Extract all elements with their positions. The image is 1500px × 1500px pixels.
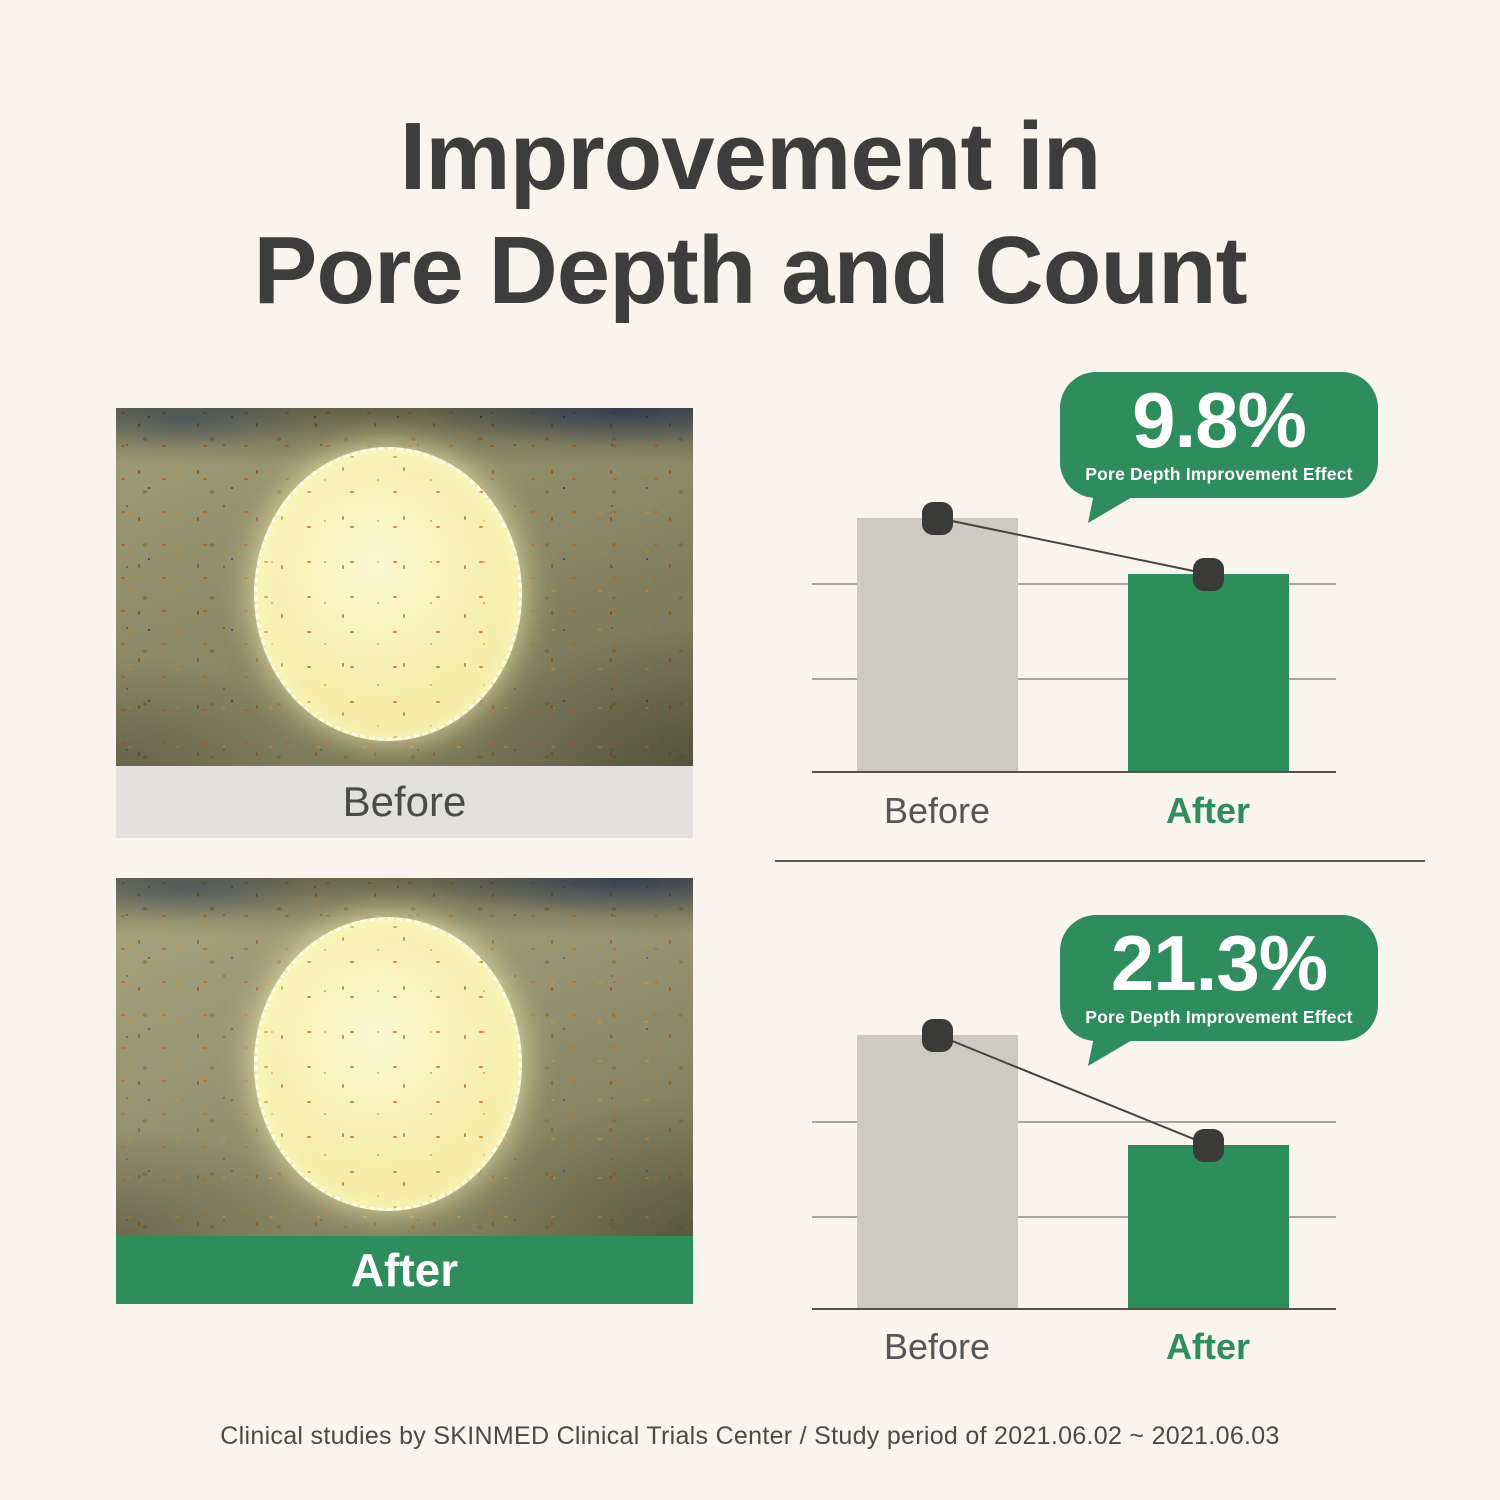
data-point-marker [1193,557,1224,591]
x-tick-after: After [1165,1326,1250,1367]
x-axis-line [812,1308,1336,1310]
callout-label: Pore Depth Improvement Effect [1085,1006,1353,1027]
bar-before [857,1035,1018,1310]
callout-label: Pore Depth Improvement Effect [1085,463,1353,484]
x-axis-line [812,771,1336,773]
clinical-study-note: Clinical studies by SKINMED Clinical Tri… [220,1422,1280,1450]
highlight-circle [254,917,522,1211]
before-label: Before [342,778,467,825]
trend-line [937,517,1209,576]
highlight-circle [254,447,522,741]
gridline [812,1216,1336,1218]
improvement-callout-depth: 9.8% Pore Depth Improvement Effect [1060,372,1378,498]
callout-value: 21.3% [1110,919,1328,1008]
x-tick-before: Before [883,790,991,831]
bar-chart-pore-count [812,1018,1336,1310]
data-point-marker [1193,1128,1224,1162]
after-photo-card: After [116,878,693,1304]
gridline [812,1121,1336,1123]
data-point-marker [922,1018,953,1052]
x-tick-before: Before [883,1326,991,1367]
after-label-bar: After [116,1236,693,1304]
data-point-marker [922,501,953,535]
page-title: Improvement in Pore Depth and Count [0,100,1500,328]
section-divider [775,860,1425,862]
bar-chart-pore-depth [812,500,1336,773]
page-title-line1: Improvement in [399,103,1102,210]
gridline [812,583,1336,585]
bar-before [857,518,1018,773]
gridline [812,678,1336,680]
improvement-callout-count: 21.3% Pore Depth Improvement Effect [1060,915,1378,1041]
before-photo [116,408,693,766]
trend-line [937,1034,1209,1146]
bar-after [1128,1145,1289,1310]
bar-after [1128,574,1289,773]
before-label-bar: Before [116,766,693,838]
after-label: After [350,1244,459,1296]
after-photo [116,878,693,1236]
callout-value: 9.8% [1132,376,1307,465]
before-photo-card: Before [116,408,693,838]
x-tick-after: After [1165,790,1250,831]
page-title-line2: Pore Depth and Count [253,217,1247,324]
